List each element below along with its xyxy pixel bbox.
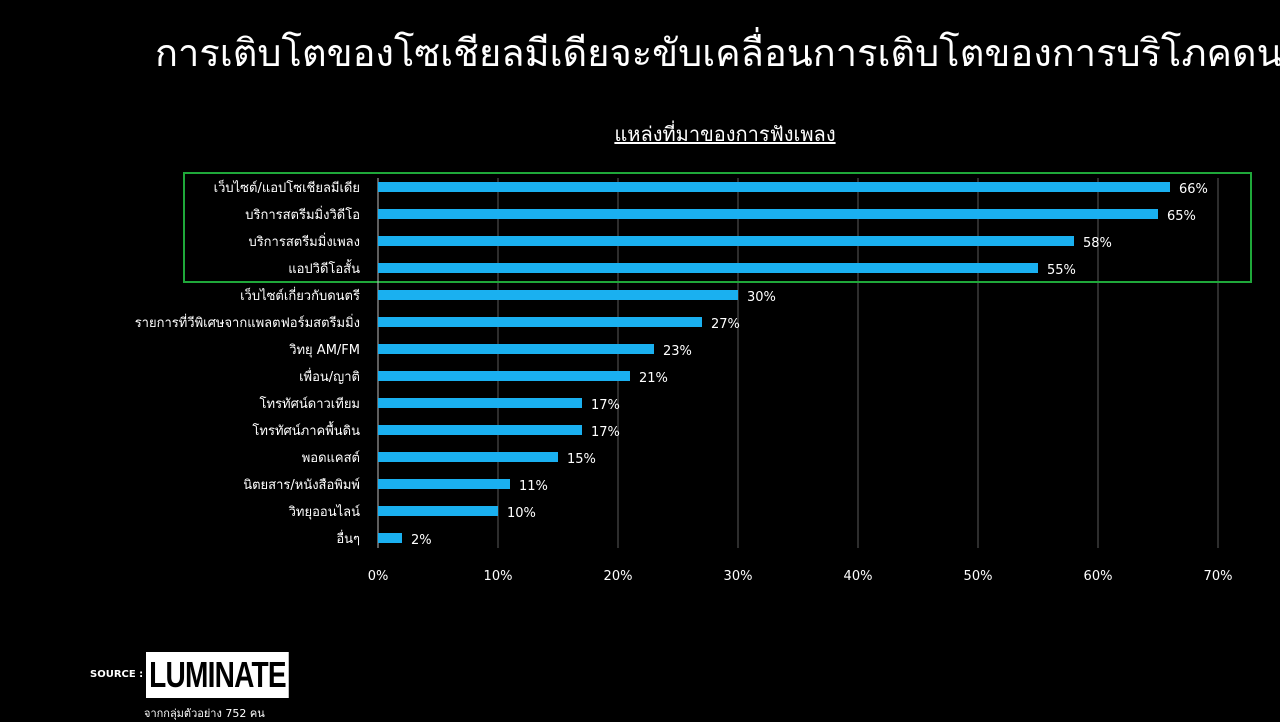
bar [378,452,558,462]
bar-chart: 0% 10% 20% 30% 40% 50% 60% 70% เว็บไซต์/แอปโซเชี… [135,172,1252,584]
bar [378,425,582,435]
x-tick-label: 10% [484,569,513,584]
category-label: พอดแคสต์ [302,450,360,466]
category-label: นิตยสาร/หนังสือพิมพ์ [243,477,360,493]
category-label: บริการสตรีมมิ่งเพลง [248,233,360,250]
data-label: 17% [591,398,620,413]
x-tick-label: 50% [964,569,993,584]
x-tick-label: 0% [368,569,389,584]
bar [378,506,498,516]
bar [378,371,630,381]
category-label: อื่นๆ [336,530,360,547]
highlight-box [183,172,1252,283]
x-tick-label: 70% [1204,569,1233,584]
data-label: 23% [663,344,692,359]
data-label: 17% [591,425,620,440]
bar [378,398,582,408]
data-label: 10% [507,506,536,521]
data-label: 55% [1047,263,1076,278]
bar [378,317,702,327]
bar [378,182,1170,192]
category-label: บริการสตรีมมิ่งวิดีโอ [245,206,360,223]
data-label: 2% [411,533,432,548]
x-tick-label: 40% [844,569,873,584]
x-tick-label: 60% [1084,569,1113,584]
data-label: 65% [1167,209,1196,224]
source-label: SOURCE : [90,669,144,680]
bar [378,236,1074,246]
category-label: รายการที่วีพิเศษจากแพลตฟอร์มสตรีมมิ่ง [135,314,360,331]
category-label: แอปวิดีโอสั้น [288,259,360,277]
category-label: เพื่อน/ญาติ [299,368,360,385]
data-label: 66% [1179,182,1208,197]
x-tick-label: 30% [724,569,753,584]
x-tick-label: 20% [604,569,633,584]
bar [378,263,1038,273]
category-label: เว็บไซต์/แอปโซเชียลมีเดีย [214,178,360,196]
category-label: เว็บไซต์เกี่ยวกับดนตรี [240,286,360,304]
data-label: 21% [639,371,668,386]
bar [378,344,654,354]
data-label: 11% [519,479,548,494]
category-label: โทรทัศน์ดาวเทียม [260,396,360,412]
category-label: วิทยุ AM/FM [288,343,360,358]
bar [378,209,1158,219]
luminate-logo: LUMINATE [146,652,289,698]
bar [378,290,738,300]
chart-title: แหล่งที่มาของการฟังเพลง [614,122,836,146]
bar [378,479,510,489]
data-label: 27% [711,317,740,332]
bar [378,533,402,543]
category-label: โทรทัศน์ภาคพื้นดิน [252,421,360,439]
data-label: 30% [747,290,776,305]
data-label: 58% [1083,236,1112,251]
slide-title: การเติบโตของโซเชียลมีเดียจะขับเคลื่อนการ… [155,31,1280,75]
category-label: วิทยุออนไลน์ [288,504,360,520]
data-label: 15% [567,452,596,467]
sample-note: จากกลุ่มตัวอย่าง 752 คน [144,707,265,720]
